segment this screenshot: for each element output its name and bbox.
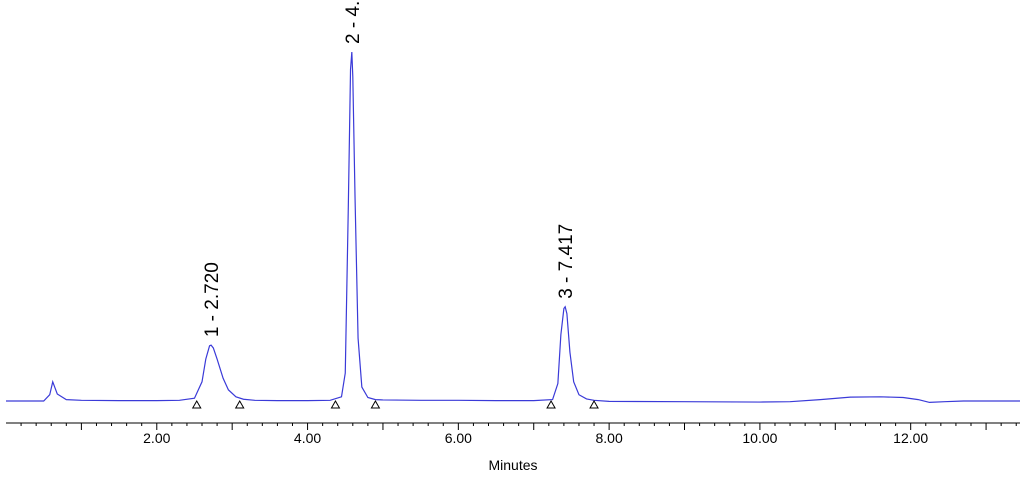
plot-area — [6, 51, 1020, 404]
peak-3-start-marker — [546, 399, 556, 409]
peak-label-3: 3 - 7.417 — [556, 224, 577, 299]
peak-label-2: 2 - 4.587 — [343, 0, 364, 44]
peak-3-end-marker — [589, 399, 599, 409]
x-tick-label: 4.00 — [294, 430, 321, 446]
x-tick-label: 2.00 — [143, 430, 170, 446]
peak-1-end-marker — [234, 399, 245, 409]
chromatogram-trace-0 — [6, 51, 1020, 404]
peak-boundary-markers — [191, 399, 599, 409]
peak-labels: 1 - 2.720 2 - 4.587 3 - 7.417 — [202, 0, 577, 337]
x-axis-title: Minutes — [488, 457, 537, 473]
x-tick-label: 8.00 — [595, 430, 622, 446]
x-axis-ticks: 2.00 4.00 6.00 8.00 10.00 12.00 — [20, 423, 1017, 446]
x-tick-label: 6.00 — [445, 430, 472, 446]
peak-2-start-marker — [330, 399, 341, 409]
peak-2-end-marker — [370, 399, 381, 409]
x-tick-label: 10.00 — [742, 430, 777, 446]
x-tick-label: 12.00 — [893, 430, 928, 446]
peak-1-start-marker — [191, 399, 202, 409]
peak-label-1: 1 - 2.720 — [202, 262, 223, 337]
